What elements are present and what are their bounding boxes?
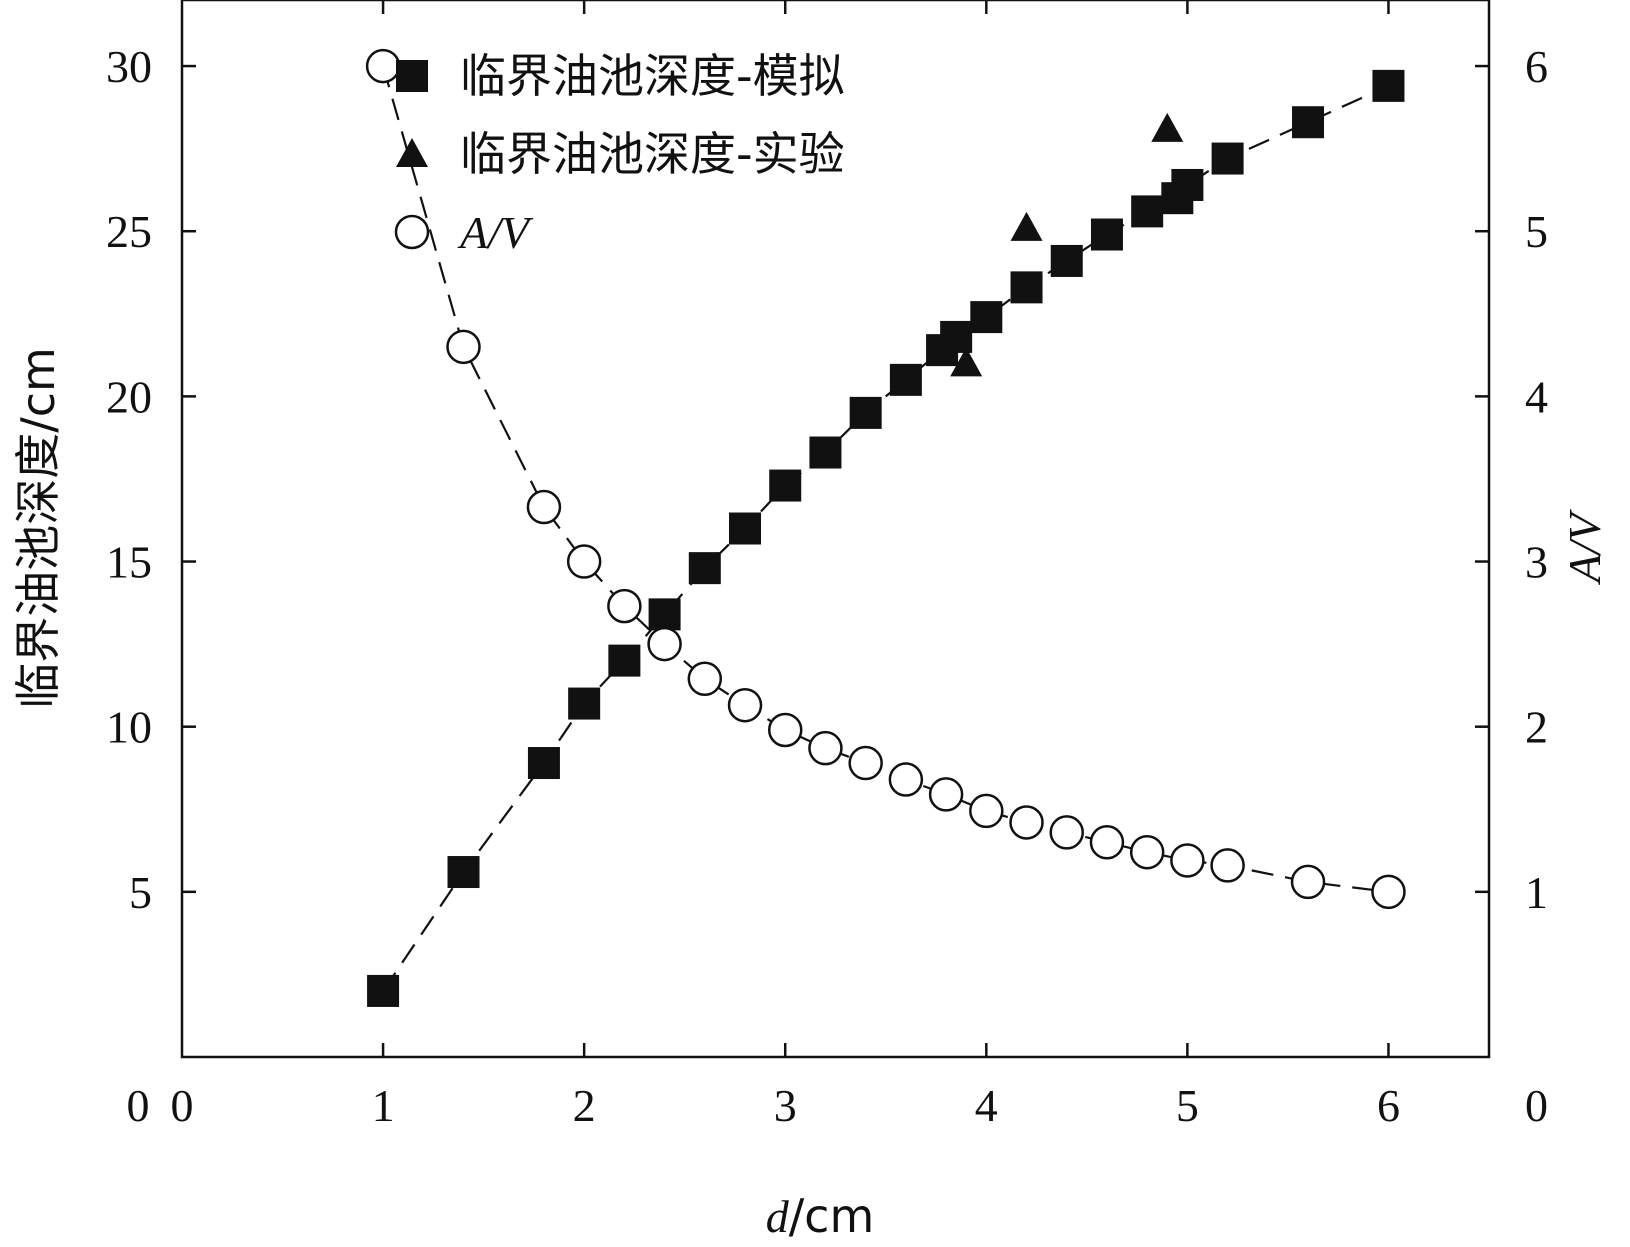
y-left-tick-label: 20 [106,371,152,422]
series-2-point [808,730,843,766]
x-tick-label: 1 [372,1080,395,1131]
series-0-point [1292,106,1325,139]
series-0-point [1090,218,1123,251]
series-1-point [1151,112,1184,142]
series-0-point [1372,69,1405,102]
series-2-point [607,588,642,624]
x-tick-label: 0 [171,1080,194,1131]
y-right-tick-label: 5 [1525,206,1548,257]
series-0-point [527,747,560,780]
series-2-point [969,793,1004,829]
series-0-point [608,644,641,677]
x-tick-label: 3 [774,1080,797,1131]
x-tick-label: 6 [1377,1080,1400,1131]
y-left-origin-label: 0 [127,1080,150,1131]
series-2-point [1009,805,1044,840]
x-axis-title: d/cm [766,1189,875,1243]
series-2-point [526,489,562,525]
y-left-tick-label: 10 [106,702,152,753]
series-0-point [447,856,480,889]
series-2-point [1371,874,1406,910]
y-right-tick-label: 2 [1525,702,1548,753]
y-right-tick-label: 4 [1525,371,1548,422]
legend-label-0: 临界油池深度-模拟 [460,49,845,103]
series-markers [365,48,1406,1007]
y-right-axis-title: A/V [1559,509,1610,586]
y-right-tick-label: 3 [1525,537,1548,588]
series-0-point [1050,244,1083,277]
series-0-point [1131,195,1164,228]
series-0-point [849,396,882,429]
series-line-2 [382,65,1389,893]
series-0-point [1171,168,1204,201]
series-0-point [1211,142,1244,175]
x-tick-label: 4 [975,1080,998,1131]
series-2-point [566,544,602,579]
series-2-point [928,777,964,812]
series-0-point [889,363,922,396]
axis-ticks [182,0,1489,1057]
legend-marker-0 [396,60,428,92]
x-axis-title-variable: d [766,1191,790,1242]
legend-marker-2 [394,214,430,250]
series-0-point [1010,271,1043,304]
y-left-tick-label: 30 [106,41,152,92]
series-2-point [1210,848,1245,883]
series-2-point [687,661,723,697]
y-right-origin-label: 0 [1525,1080,1548,1131]
series-1-point [950,347,983,377]
y-left-tick-label: 25 [106,206,152,257]
y-right-tick-label: 6 [1525,41,1548,92]
series-2-point [888,762,924,797]
y-left-axis-title: 临界油池深度/cm [11,347,65,709]
series-2-point [1129,834,1165,870]
series-2-point [1170,843,1205,878]
y-right-tick-label: 1 [1525,867,1548,918]
series-2-point [446,329,481,365]
tick-labels: 0 1 2 3 4 5 6 5 10 15 20 25 30 0 1 2 3 4 5 6 0 [106,41,1548,1131]
series-2-point [1049,815,1084,850]
plot-frame [180,0,1491,1059]
series-0-point [367,974,400,1007]
series-2-point [1290,864,1326,900]
x-tick-label: 5 [1176,1080,1199,1131]
series-0-point [729,512,762,545]
y-left-tick-label: 15 [106,537,152,588]
series-0-point [688,552,721,585]
legend-label-1: 临界油池深度-实验 [460,127,845,181]
x-tick-label: 2 [573,1080,596,1131]
series-2-point [647,626,682,662]
series-2-point [727,687,763,723]
series-0-point [769,469,802,502]
x-axis-title-unit: /cm [789,1189,875,1243]
y-left-tick-label: 5 [129,867,152,918]
series-0-point [940,320,973,353]
series-0-point [970,301,1003,334]
legend-label-2: A/V [457,207,534,258]
series-2-point [1089,825,1125,860]
series-0-point [568,687,601,720]
series-2-point [767,712,803,748]
legend-marker-1 [396,138,428,167]
series-2-point [848,745,883,781]
series-2-point [365,48,401,84]
series-1-point [1010,211,1043,241]
series-0-point [648,598,681,631]
series-0-point [809,436,842,469]
